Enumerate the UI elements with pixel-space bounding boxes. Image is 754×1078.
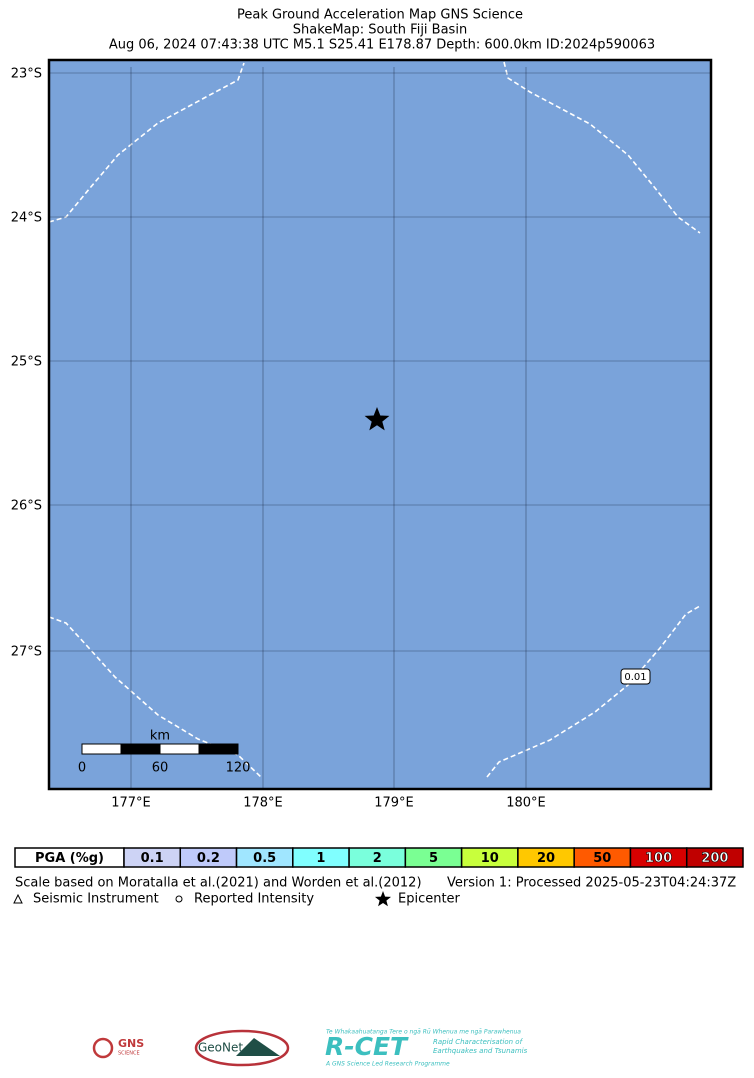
rcet-logo: Te Whakaahuatanga Tere o ngā Rū Whenua m…	[325, 1029, 528, 1068]
gns-logo: GNS SCIENCE	[92, 1037, 144, 1059]
colorbar-label: 20	[537, 851, 555, 866]
colorbar-label: 0.1	[141, 851, 164, 866]
lat-label: 23°S	[11, 67, 42, 82]
gns-sub: SCIENCE	[118, 1051, 140, 1057]
legend-label: Seismic Instrument	[33, 892, 159, 907]
contour	[486, 605, 701, 778]
scale-unit: km	[150, 729, 170, 744]
geonet-ring	[194, 1029, 290, 1067]
scale-tick: 60	[152, 761, 169, 776]
colorbar-label: 50	[593, 851, 611, 866]
colorbar-cell	[685, 847, 744, 868]
epicenter-symbol	[375, 891, 391, 907]
scale-segment	[81, 743, 122, 755]
scale-segment	[120, 743, 161, 755]
scale-note: Scale based on Moratalla et al.(2021) an…	[15, 876, 422, 891]
subtitle: ShakeMap: South Fiji Basin	[293, 23, 467, 38]
lat-label: 26°S	[11, 499, 42, 514]
version: Version 1: Processed 2025-05-23T04:24:37…	[447, 876, 736, 891]
epicenter	[364, 407, 390, 431]
intensity-symbol	[175, 895, 183, 903]
geonet-mountain	[236, 1038, 280, 1056]
rcet-top: Te Whakaahuatanga Tere o ngā Rū Whenua m…	[326, 1029, 521, 1036]
colorbar-label: 1	[316, 851, 325, 866]
geonet-logo: GeoNet	[194, 1029, 290, 1067]
legend-label: Epicenter	[398, 892, 461, 907]
colorbar-title: PGA (%g)	[35, 851, 104, 866]
scale-tick: 120	[226, 761, 251, 776]
title: Peak Ground Acceleration Map GNS Science	[237, 8, 523, 23]
contour-label-box	[620, 668, 651, 685]
lat-label: 25°S	[11, 355, 42, 370]
instrument-symbol	[13, 893, 23, 904]
colorbar-label: 0.5	[253, 851, 276, 866]
contour	[503, 61, 701, 234]
colorbar-label: 5	[429, 851, 438, 866]
lat-label: 27°S	[11, 645, 42, 660]
event-info: Aug 06, 2024 07:43:38 UTC M5.1 S25.41 E1…	[109, 38, 655, 53]
rcet-text: R-CET	[325, 1032, 409, 1061]
rcet-desc: Rapid Characterisation of	[433, 1038, 524, 1046]
rcet-desc: Earthquakes and Tsunamis	[433, 1047, 528, 1055]
scale-segment	[159, 743, 200, 755]
lon-label: 180°E	[506, 796, 546, 811]
colorbar-label: 0.2	[197, 851, 220, 866]
legend-label: Reported Intensity	[194, 892, 314, 907]
contour	[48, 62, 245, 223]
lon-label: 179°E	[374, 796, 414, 811]
map-frame	[47, 58, 713, 791]
lon-label: 177°E	[111, 796, 151, 811]
gns-text: GNS	[118, 1037, 144, 1050]
colorbar-label: 10	[481, 851, 499, 866]
map: 0.01 km 0 60 120	[47, 58, 713, 791]
rcet-sub: A GNS Science Led Research Programme	[325, 1061, 450, 1068]
scale-segment	[198, 743, 239, 755]
colorbar-label: 2	[373, 851, 382, 866]
colorbar-label: 100	[645, 851, 672, 866]
colorbar-label: 200	[701, 851, 728, 866]
contour-label: 0.01	[624, 672, 646, 683]
geonet-text: GeoNet	[198, 1041, 243, 1055]
scale-tick: 0	[78, 761, 86, 776]
lon-label: 178°E	[243, 796, 283, 811]
gns-icon	[92, 1037, 114, 1059]
lat-label: 24°S	[11, 211, 42, 226]
